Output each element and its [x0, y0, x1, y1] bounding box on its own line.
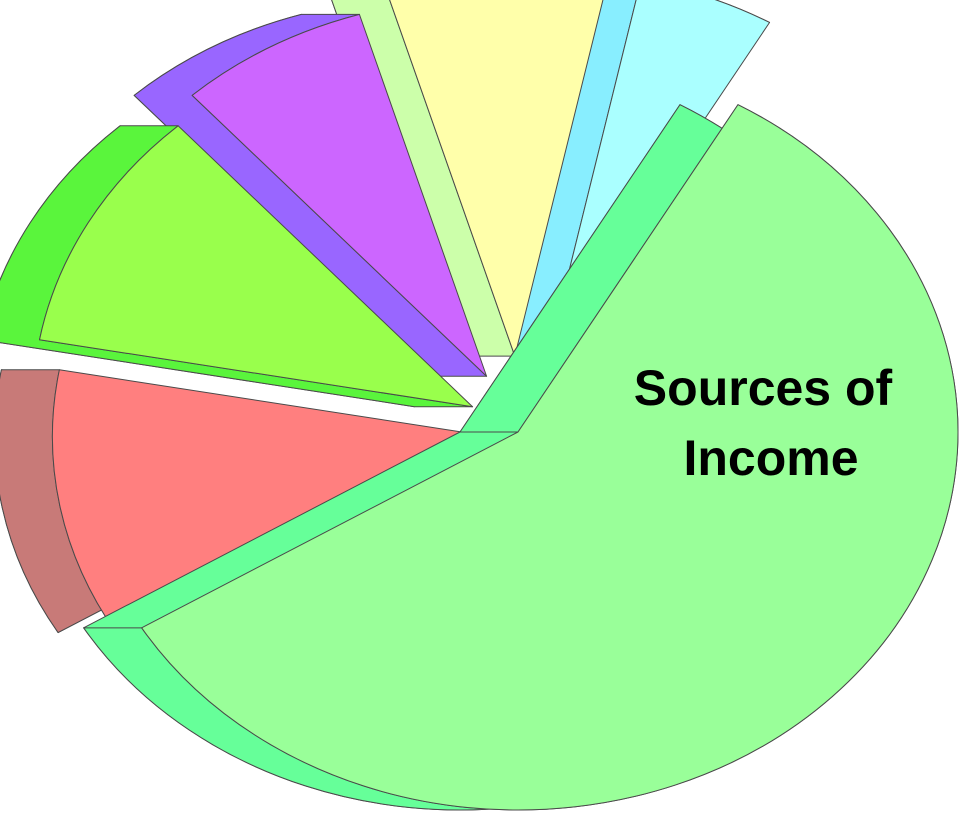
- pie-slice-2-top: [51, 369, 493, 634]
- pie-slice-1-top: [141, 104, 959, 811]
- pie-slice-3-top: [39, 125, 474, 408]
- chart-title-line-2: Income: [683, 430, 858, 486]
- pie-slice-1: [83, 104, 959, 811]
- pie-slice-2: [0, 369, 493, 634]
- pie-slice-4-top: [191, 13, 488, 377]
- pie-slice-4: [133, 13, 488, 377]
- pie-slice-3: [0, 125, 474, 408]
- chart-title-line-1: Sources of: [634, 360, 893, 416]
- pie-slice-5-top: [389, 0, 604, 357]
